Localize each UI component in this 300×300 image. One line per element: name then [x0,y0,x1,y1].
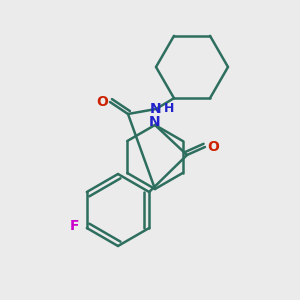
Text: N: N [150,102,162,116]
Text: H: H [164,103,174,116]
Text: O: O [207,140,219,154]
Text: F: F [70,219,80,233]
Text: N: N [149,115,161,129]
Text: O: O [96,95,108,109]
